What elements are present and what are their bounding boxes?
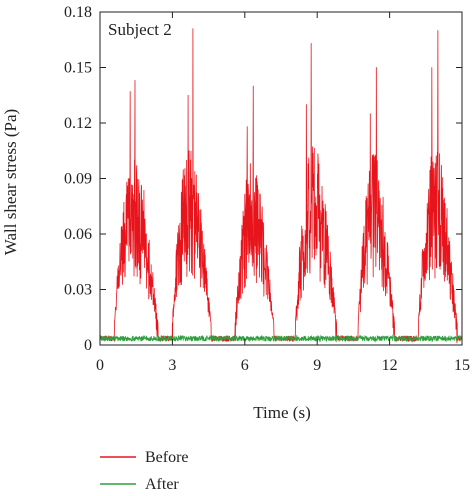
- x-axis-label: Time (s): [253, 403, 310, 422]
- x-axis-ticks: 0 3 6 9 12 15: [96, 12, 470, 374]
- chart-annotation: Subject 2: [108, 20, 172, 39]
- legend: Before After: [100, 449, 189, 493]
- series-line-before: [99, 28, 463, 344]
- y-tick-label: 0.06: [64, 226, 92, 243]
- y-tick-label: 0.18: [64, 4, 92, 21]
- legend-label-after: After: [145, 476, 179, 493]
- y-axis-ticks: 0 0.03 0.06 0.09 0.12 0.15 0.18: [64, 4, 462, 354]
- plot-area: [99, 11, 463, 346]
- series-line-after: [99, 334, 463, 343]
- x-tick-label: 0: [96, 357, 104, 374]
- x-tick-label: 6: [241, 357, 249, 374]
- y-tick-label: 0.12: [64, 115, 92, 132]
- y-tick-label: 0.09: [64, 171, 92, 188]
- x-tick-label: 3: [168, 357, 176, 374]
- y-tick-label: 0: [84, 337, 92, 354]
- y-tick-label: 0.15: [64, 60, 92, 77]
- x-tick-label: 12: [382, 357, 398, 374]
- x-tick-label: 15: [454, 357, 470, 374]
- y-axis-label: Wall shear stress (Pa): [1, 109, 20, 255]
- x-tick-label: 9: [313, 357, 321, 374]
- legend-label-before: Before: [145, 449, 189, 466]
- y-tick-label: 0.03: [64, 282, 92, 299]
